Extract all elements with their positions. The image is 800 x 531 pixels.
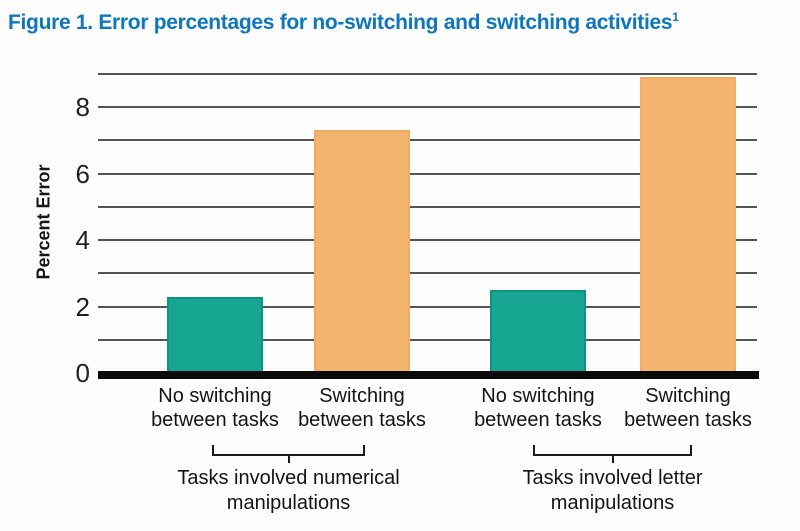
bar-switching-numerical-label-line1: Switching (319, 385, 405, 407)
bar-switching-numerical-label: Switching between tasks (270, 384, 454, 432)
gridline-9 (98, 73, 757, 75)
y-tick-label-8: 8 (75, 92, 90, 123)
gridline-7 (98, 139, 757, 142)
bar-switching-letter (640, 77, 736, 373)
bar-no-switching-numerical-label-line2: between tasks (151, 409, 279, 431)
gridline-5 (98, 205, 757, 208)
bar-switching-letter-label-line1: Switching (645, 385, 731, 407)
figure-title-footnote-marker: 1 (672, 10, 679, 24)
bar-switching-letter-label: Switching between tasks (596, 384, 780, 432)
group-numerical-bracket-tick (287, 454, 290, 463)
x-axis-line (98, 371, 759, 379)
gridline-1 (98, 338, 757, 341)
group-numerical-label-line1: Tasks involved numerical (177, 467, 400, 489)
bar-no-switching-letter-label-line1: No switching (481, 385, 595, 407)
gridline-2 (98, 305, 757, 308)
gridline-6 (98, 172, 757, 175)
group-letter-label-line1: Tasks involved letter (522, 467, 703, 489)
bar-switching-numerical (314, 130, 410, 373)
bar-no-switching-numerical-label: No switching between tasks (123, 384, 307, 432)
figure-title: Figure 1. Error percentages for no-switc… (8, 10, 679, 35)
bar-switching-letter-label-line2: between tasks (624, 409, 752, 431)
y-tick-label-4: 4 (75, 225, 90, 256)
bar-no-switching-letter-label-line2: between tasks (474, 409, 602, 431)
y-tick-label-6: 6 (75, 158, 90, 189)
bar-switching-numerical-label-line2: between tasks (298, 409, 426, 431)
bar-no-switching-letter-label: No switching between tasks (446, 384, 630, 432)
gridline-8 (98, 106, 757, 109)
plot-area (98, 73, 757, 373)
y-tick-label-2: 2 (75, 291, 90, 322)
group-letter-label: Tasks involved letter manipulations (448, 466, 778, 516)
group-numerical-label-line2: manipulations (226, 492, 351, 514)
group-letter-bracket-tick (611, 454, 614, 463)
bar-no-switching-numerical-label-line1: No switching (158, 385, 272, 407)
bar-no-switching-numerical (167, 297, 263, 373)
group-letter-label-line2: manipulations (550, 492, 675, 514)
y-tick-label-0: 0 (75, 358, 90, 388)
bar-no-switching-letter (490, 290, 586, 373)
group-numerical-label: Tasks involved numerical manipulations (124, 466, 454, 516)
figure-title-text: Figure 1. Error percentages for no-switc… (8, 11, 673, 34)
gridline-4 (98, 239, 757, 242)
gridline-3 (98, 272, 757, 275)
